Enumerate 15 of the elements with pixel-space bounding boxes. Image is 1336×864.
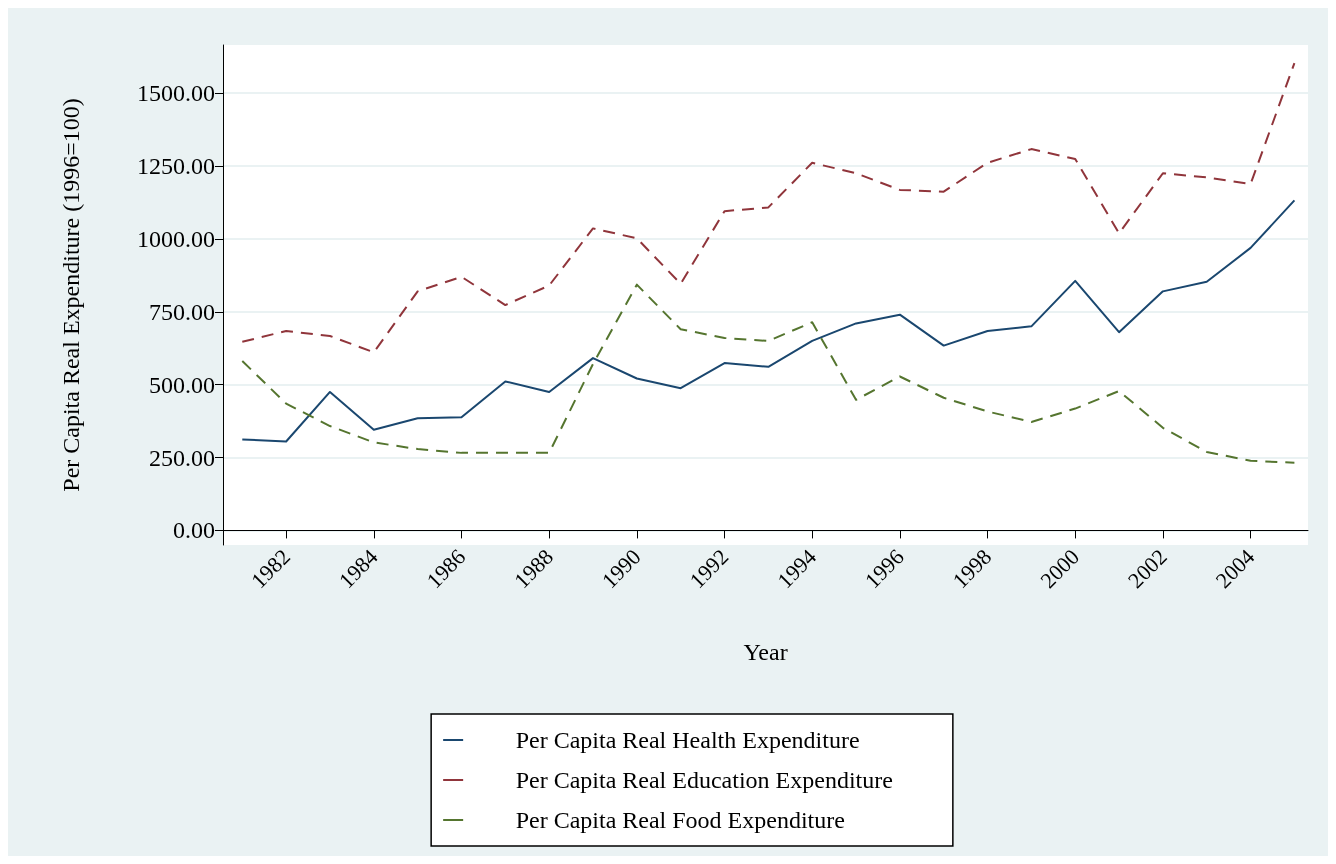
line-series [241,62,1296,354]
line-series [241,283,1296,464]
x-axis-title: Year [743,639,788,665]
y-tick-label: 1250.00 [137,152,215,179]
y-tick-label: 500.00 [149,371,215,398]
y-tick-label: 1000.00 [137,225,215,252]
y-tick-label: 250.00 [149,444,215,471]
legend-label: Per Capita Real Education Expenditure [515,767,893,793]
legend-label: Per Capita Real Health Expenditure [515,727,860,753]
y-tick-label: 750.00 [149,298,215,325]
y-axis-title: Per Capita Real Expenditure (1996=100) [58,98,84,492]
line-series [241,199,1296,443]
y-tick-label: 1500.00 [137,80,215,107]
y-tick-label: 0.00 [173,517,215,544]
legend-label: Per Capita Real Food Expenditure [515,807,845,833]
